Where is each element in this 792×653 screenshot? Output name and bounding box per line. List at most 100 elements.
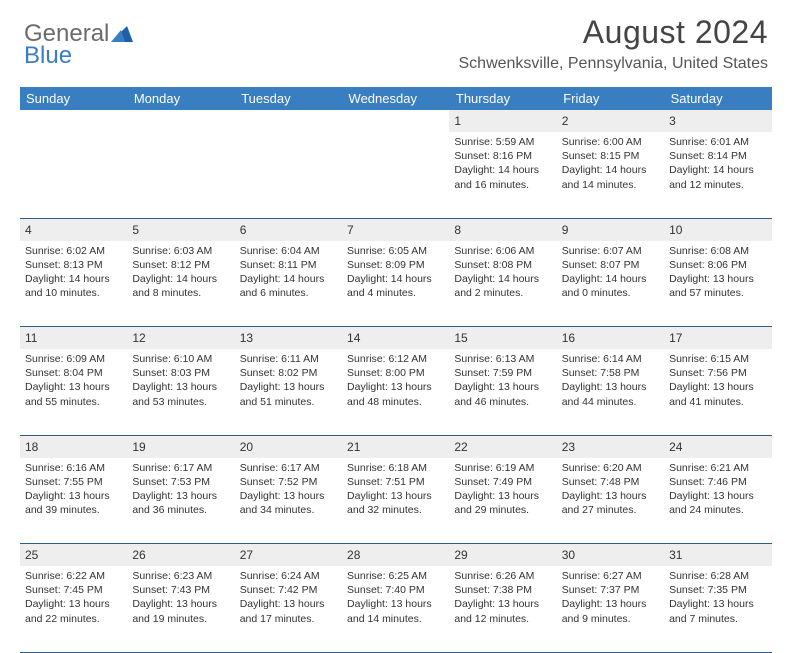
daylight-text: Daylight: 13 hours and 24 minutes. xyxy=(669,489,766,517)
info-row: Sunrise: 6:02 AMSunset: 8:13 PMDaylight:… xyxy=(20,241,772,327)
sunrise-text: Sunrise: 6:16 AM xyxy=(25,461,122,475)
daylight-text: Daylight: 14 hours and 8 minutes. xyxy=(132,272,229,300)
sunrise-text: Sunrise: 6:15 AM xyxy=(669,352,766,366)
day-number: 14 xyxy=(347,331,360,345)
day-number: 24 xyxy=(669,440,682,454)
sunset-text: Sunset: 8:00 PM xyxy=(347,366,444,380)
info-row: Sunrise: 6:22 AMSunset: 7:45 PMDaylight:… xyxy=(20,566,772,652)
sunrise-text: Sunrise: 6:03 AM xyxy=(132,244,229,258)
daynum-cell: 15 xyxy=(449,327,556,350)
sunrise-text: Sunrise: 6:28 AM xyxy=(669,569,766,583)
day-cell: Sunrise: 6:21 AMSunset: 7:46 PMDaylight:… xyxy=(664,458,771,544)
sunrise-text: Sunrise: 6:10 AM xyxy=(132,352,229,366)
day-number: 4 xyxy=(25,223,32,237)
day-number: 9 xyxy=(562,223,569,237)
logo: General Blue xyxy=(24,20,133,48)
day-cell xyxy=(342,132,449,218)
daynum-cell: 14 xyxy=(342,327,449,350)
day-cell: Sunrise: 6:25 AMSunset: 7:40 PMDaylight:… xyxy=(342,566,449,652)
daynum-cell: 28 xyxy=(342,544,449,567)
day-info: Sunrise: 6:23 AMSunset: 7:43 PMDaylight:… xyxy=(132,569,229,626)
daynum-row: 18192021222324 xyxy=(20,435,772,458)
sunrise-text: Sunrise: 6:13 AM xyxy=(454,352,551,366)
sunrise-text: Sunrise: 6:11 AM xyxy=(240,352,337,366)
info-row: Sunrise: 5:59 AMSunset: 8:16 PMDaylight:… xyxy=(20,132,772,218)
day-info: Sunrise: 6:15 AMSunset: 7:56 PMDaylight:… xyxy=(669,352,766,409)
daylight-text: Daylight: 13 hours and 29 minutes. xyxy=(454,489,551,517)
daynum-cell: 5 xyxy=(127,218,234,241)
daylight-text: Daylight: 13 hours and 46 minutes. xyxy=(454,380,551,408)
day-cell: Sunrise: 6:22 AMSunset: 7:45 PMDaylight:… xyxy=(20,566,127,652)
sunset-text: Sunset: 8:08 PM xyxy=(454,258,551,272)
day-number: 1 xyxy=(454,114,461,128)
daynum-cell: 11 xyxy=(20,327,127,350)
sunset-text: Sunset: 7:40 PM xyxy=(347,583,444,597)
weekday-header: Thursday xyxy=(449,87,556,110)
location-subtitle: Schwenksville, Pennsylvania, United Stat… xyxy=(20,55,768,73)
day-number: 21 xyxy=(347,440,360,454)
daylight-text: Daylight: 13 hours and 34 minutes. xyxy=(240,489,337,517)
sunrise-text: Sunrise: 6:20 AM xyxy=(562,461,659,475)
day-info: Sunrise: 6:26 AMSunset: 7:38 PMDaylight:… xyxy=(454,569,551,626)
sunset-text: Sunset: 8:11 PM xyxy=(240,258,337,272)
day-info: Sunrise: 6:18 AMSunset: 7:51 PMDaylight:… xyxy=(347,461,444,518)
day-info: Sunrise: 6:21 AMSunset: 7:46 PMDaylight:… xyxy=(669,461,766,518)
day-number: 6 xyxy=(240,223,247,237)
day-number: 20 xyxy=(240,440,253,454)
sunset-text: Sunset: 7:59 PM xyxy=(454,366,551,380)
weekday-header: Monday xyxy=(127,87,234,110)
sunrise-text: Sunrise: 6:06 AM xyxy=(454,244,551,258)
sunrise-text: Sunrise: 6:22 AM xyxy=(25,569,122,583)
day-number: 13 xyxy=(240,331,253,345)
daynum-cell xyxy=(20,110,127,132)
daynum-cell: 31 xyxy=(664,544,771,567)
daynum-cell xyxy=(342,110,449,132)
day-number: 17 xyxy=(669,331,682,345)
sunrise-text: Sunrise: 6:05 AM xyxy=(347,244,444,258)
day-cell: Sunrise: 6:07 AMSunset: 8:07 PMDaylight:… xyxy=(557,241,664,327)
day-cell xyxy=(20,132,127,218)
daynum-cell: 26 xyxy=(127,544,234,567)
sunset-text: Sunset: 7:42 PM xyxy=(240,583,337,597)
day-info: Sunrise: 6:19 AMSunset: 7:49 PMDaylight:… xyxy=(454,461,551,518)
daynum-cell: 19 xyxy=(127,435,234,458)
daylight-text: Daylight: 14 hours and 12 minutes. xyxy=(669,163,766,191)
sunset-text: Sunset: 7:53 PM xyxy=(132,475,229,489)
day-info: Sunrise: 5:59 AMSunset: 8:16 PMDaylight:… xyxy=(454,135,551,192)
daynum-cell: 18 xyxy=(20,435,127,458)
daynum-cell: 6 xyxy=(235,218,342,241)
day-cell: Sunrise: 6:03 AMSunset: 8:12 PMDaylight:… xyxy=(127,241,234,327)
daylight-text: Daylight: 13 hours and 41 minutes. xyxy=(669,380,766,408)
sunrise-text: Sunrise: 6:14 AM xyxy=(562,352,659,366)
sunrise-text: Sunrise: 6:18 AM xyxy=(347,461,444,475)
day-info: Sunrise: 6:02 AMSunset: 8:13 PMDaylight:… xyxy=(25,244,122,301)
day-cell: Sunrise: 6:17 AMSunset: 7:52 PMDaylight:… xyxy=(235,458,342,544)
daynum-cell: 1 xyxy=(449,110,556,132)
day-cell: Sunrise: 6:05 AMSunset: 8:09 PMDaylight:… xyxy=(342,241,449,327)
sunset-text: Sunset: 8:14 PM xyxy=(669,149,766,163)
daynum-cell: 3 xyxy=(664,110,771,132)
sunrise-text: Sunrise: 6:24 AM xyxy=(240,569,337,583)
daynum-cell: 9 xyxy=(557,218,664,241)
day-cell xyxy=(127,132,234,218)
daylight-text: Daylight: 14 hours and 10 minutes. xyxy=(25,272,122,300)
sunrise-text: Sunrise: 6:21 AM xyxy=(669,461,766,475)
day-info: Sunrise: 6:27 AMSunset: 7:37 PMDaylight:… xyxy=(562,569,659,626)
day-info: Sunrise: 6:14 AMSunset: 7:58 PMDaylight:… xyxy=(562,352,659,409)
daynum-cell xyxy=(235,110,342,132)
sunset-text: Sunset: 7:51 PM xyxy=(347,475,444,489)
daylight-text: Daylight: 13 hours and 27 minutes. xyxy=(562,489,659,517)
sunrise-text: Sunrise: 6:02 AM xyxy=(25,244,122,258)
day-number: 5 xyxy=(132,223,139,237)
daynum-cell: 27 xyxy=(235,544,342,567)
daylight-text: Daylight: 14 hours and 2 minutes. xyxy=(454,272,551,300)
sunset-text: Sunset: 8:09 PM xyxy=(347,258,444,272)
sunrise-text: Sunrise: 6:01 AM xyxy=(669,135,766,149)
day-info: Sunrise: 6:17 AMSunset: 7:53 PMDaylight:… xyxy=(132,461,229,518)
daynum-row: 11121314151617 xyxy=(20,327,772,350)
daylight-text: Daylight: 13 hours and 36 minutes. xyxy=(132,489,229,517)
day-number: 31 xyxy=(669,548,682,562)
day-number: 30 xyxy=(562,548,575,562)
day-cell: Sunrise: 6:08 AMSunset: 8:06 PMDaylight:… xyxy=(664,241,771,327)
sunrise-text: Sunrise: 6:23 AM xyxy=(132,569,229,583)
